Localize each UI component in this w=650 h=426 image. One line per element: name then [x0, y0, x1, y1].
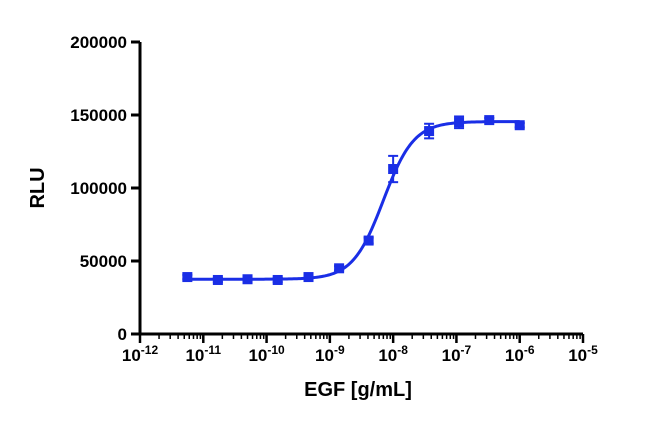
data-point — [212, 274, 223, 285]
axes — [138, 42, 583, 336]
x-tick-label: 10-9 — [315, 343, 345, 365]
y-tick-label: 0 — [118, 325, 127, 344]
x-tick-label: 10-6 — [505, 343, 535, 365]
data-marker — [514, 120, 525, 131]
x-tick-label: 10-10 — [248, 343, 285, 365]
fit-curve-layer — [187, 120, 520, 281]
x-tick-label: 10-11 — [185, 343, 221, 365]
x-tick-label: 10-8 — [378, 343, 408, 365]
y-tick-label: 100000 — [70, 179, 127, 198]
data-marker — [388, 164, 399, 175]
y-tick-label: 200000 — [70, 33, 127, 52]
data-marker — [182, 272, 193, 283]
data-point — [363, 235, 374, 246]
x-tick-label: 10-12 — [122, 343, 159, 365]
fit-curve — [187, 120, 520, 281]
y-axis-title: RLU — [27, 167, 49, 208]
data-point — [272, 274, 283, 285]
data-marker — [303, 272, 314, 283]
y-tick-label: 50000 — [80, 252, 127, 271]
data-marker — [272, 274, 283, 285]
data-marker — [334, 263, 345, 274]
data-marker — [212, 274, 223, 285]
x-tick-label: 10-5 — [568, 343, 598, 365]
x-tick-label: 10-7 — [442, 343, 472, 365]
data-point — [182, 272, 193, 283]
data-marker — [484, 115, 495, 126]
data-marker — [454, 117, 465, 128]
data-points-layer — [182, 115, 525, 285]
y-tick-label: 150000 — [70, 106, 127, 125]
data-point — [334, 263, 345, 274]
data-point — [454, 115, 465, 130]
data-point — [424, 122, 435, 140]
data-point — [514, 120, 525, 131]
data-marker — [242, 274, 253, 285]
data-point — [388, 154, 399, 184]
data-point — [303, 272, 314, 283]
data-point — [242, 274, 253, 285]
x-axis-title: EGF [g/mL] — [304, 379, 412, 401]
axis-ticks: 0 50000 100000 150000 200000 10-12 10-11 10-10 1… — [70, 33, 598, 365]
data-point — [484, 115, 495, 126]
data-marker — [424, 126, 435, 137]
data-marker — [363, 235, 374, 246]
